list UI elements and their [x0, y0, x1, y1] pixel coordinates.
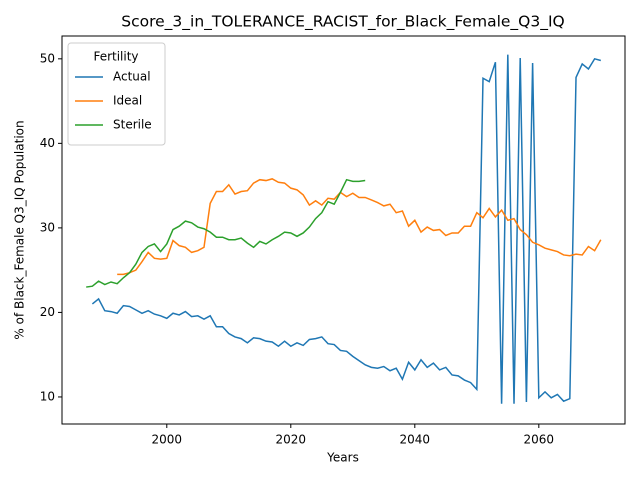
x-axis-label: Years: [326, 451, 359, 465]
y-tick-label: 50: [40, 51, 55, 65]
y-tick-label: 20: [40, 305, 55, 319]
legend-box: [67, 42, 166, 146]
x-tick-label: 2040: [400, 433, 431, 447]
legend-title: Fertility: [93, 50, 138, 64]
y-tick-label: 40: [40, 136, 55, 150]
y-tick-label: 30: [40, 220, 55, 234]
legend-label: Ideal: [113, 94, 142, 108]
chart-title: Score_3_in_TOLERANCE_RACIST_for_Black_Fe…: [121, 13, 565, 32]
series-line: [91, 54, 602, 404]
series-line: [86, 178, 366, 288]
legend-label: Sterile: [113, 118, 152, 132]
series-line: [117, 178, 602, 276]
legend-label: Actual: [113, 70, 151, 84]
plot-frame: [61, 35, 626, 425]
x-tick-label: 2020: [276, 433, 307, 447]
y-axis-label: % of Black_Female Q3_IQ Population: [13, 120, 27, 339]
x-tick-label: 2000: [152, 433, 183, 447]
y-tick-label: 10: [40, 389, 55, 403]
x-tick-label: 2060: [524, 433, 555, 447]
